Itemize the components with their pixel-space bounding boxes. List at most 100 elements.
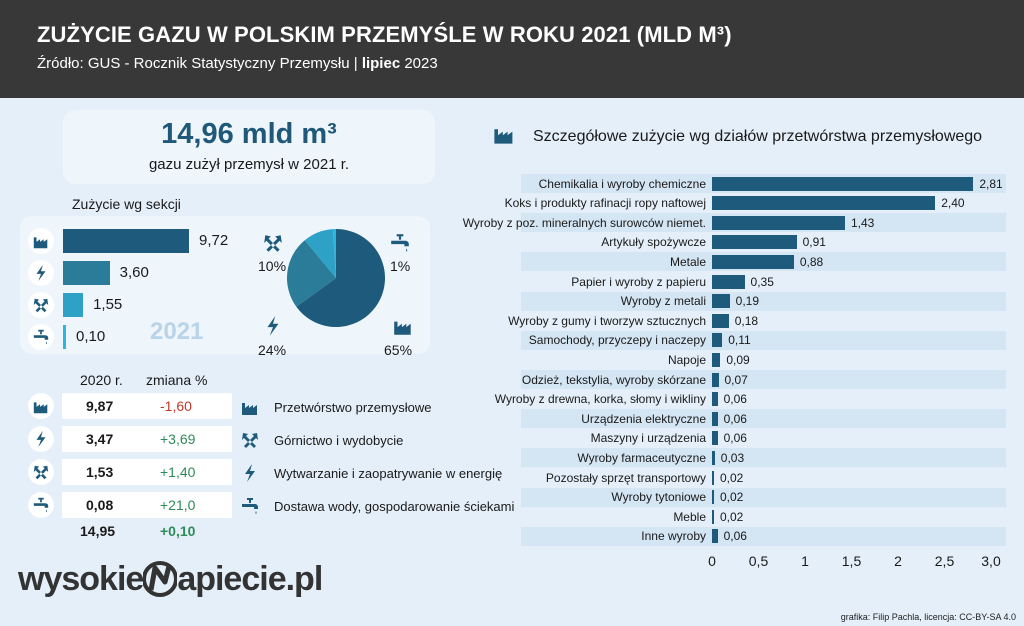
category-label: Maszyny i urządzenia [590,431,706,446]
bar-value-label: 2,81 [979,176,1003,191]
table-change: +1,40 [160,464,196,480]
lightning-icon [28,260,54,286]
bar [712,450,715,465]
hammers-icon [240,430,260,450]
legend-label: Dostawa wody, gospodarowanie ściekami [274,499,515,514]
category-label: Samochody, przyczepy i naczepy [528,333,706,348]
water-tap-icon [389,232,411,254]
bar [712,274,745,289]
category-label: Inne wyroby [641,529,706,544]
bar [712,392,718,407]
category-label: Wyroby z metali [620,294,706,309]
logo-n-icon [143,561,178,597]
table-header-change: zmiana % [146,372,208,388]
table-row [62,426,232,452]
pie-label: 1% [390,258,411,274]
hammers-icon [262,232,284,254]
row-stripe [521,330,1006,350]
category-label: Papier i wyroby z papieru [571,274,706,289]
bar [712,411,718,426]
table-row [62,492,232,518]
table-change: -1,60 [160,398,192,414]
row-stripe [521,370,1006,389]
pie-label: 24% [258,342,287,358]
source-year: 2023 [400,55,438,72]
bar-value-label: 0,07 [724,372,748,387]
row-stripe [521,409,1006,429]
section-bar [63,325,66,349]
water-tap-icon [240,496,260,516]
section-bar [63,293,84,317]
category-label: Wyroby farmaceutyczne [577,450,706,465]
category-label: Wyroby tytoniowe [611,490,706,505]
factory-icon [392,315,414,337]
table-change: +3,69 [160,431,196,447]
table-total-2020: 14,95 [80,523,116,539]
factory-icon [492,122,516,146]
bar-value-label: 2,40 [941,196,965,211]
x-tick-label: 0,5 [748,553,769,569]
row-stripe [521,487,1006,507]
pie-label: 10% [258,258,287,274]
water-tap-icon [28,324,54,350]
kpi-panel: 14,96 mld m³ gazu zużył przemysł w 2021 … [63,110,435,184]
category-label: Wyroby z poz. mineralnych surowców nieme… [462,215,706,230]
bar [712,294,730,309]
pie-slice [287,240,336,307]
year-label: 2021 [150,318,204,345]
category-label: Urządzenia elektryczne [581,411,706,426]
bar [712,176,974,191]
bar [712,254,794,269]
credit: grafika: Filip Pachla, licencja: CC-BY-S… [840,612,1016,622]
lightning-icon [262,315,284,337]
legend-label: Wytwarzanie i zaopatrywanie w energię [274,466,503,481]
category-label: Meble [673,509,706,524]
bar-value-label: 0,06 [723,431,747,446]
category-label: Pozostały sprzęt transportowy [545,470,706,485]
hammers-icon [28,292,54,318]
logo: wysokie apiecie.pl [18,560,323,599]
bar [712,372,719,387]
bar-value-label: 0,02 [720,470,744,485]
bar-value-label: 0,11 [728,333,751,348]
bar [712,509,714,524]
bar-value-label: 0,18 [734,313,759,328]
bar [712,470,714,485]
kpi-value: 14,96 mld m³ [161,118,337,150]
table-value-2020: 9,87 [86,398,114,414]
source-line: Źródło: GUS - Rocznik Statystyczny Przem… [37,55,438,72]
table-change: +21,0 [160,497,196,513]
section-value: 0,10 [76,328,106,345]
bar-value-label: 0,03 [720,450,745,465]
bar-value-label: 0,91 [802,235,826,250]
table-row [62,459,232,485]
hammers-icon [28,459,54,485]
table-value-2020: 1,53 [86,464,114,480]
source-prefix: Źródło: GUS - Rocznik Statystyczny Przem… [37,55,362,72]
bar [712,431,718,446]
section-value: 1,55 [93,296,123,313]
x-tick-label: 0 [708,553,716,569]
bar-value-label: 0,09 [726,352,750,367]
chart-title: Szczegółowe zużycie wg działów przetwórs… [533,128,983,145]
category-label: Koks i produkty rafinacji ropy naftowej [504,196,706,211]
bar [712,352,721,367]
x-tick-label: 1 [801,553,809,569]
bar [712,235,797,250]
category-label: Odzież, tekstylia, wyroby skórzane [521,372,706,387]
bar [712,333,723,348]
table-value-2020: 3,47 [86,431,114,447]
bar [712,529,718,544]
lightning-icon [28,426,54,452]
category-label: Metale [669,254,706,269]
row-stripe [521,291,1006,311]
bar-value-label: 0,35 [750,274,774,289]
lightning-icon [240,463,260,483]
pie-slice [332,229,336,278]
section-value: 9,72 [199,232,229,249]
bar-value-label: 0,02 [720,490,744,505]
table-value-2020: 0,08 [86,497,114,513]
category-label: Artykuły spożywcze [601,235,706,250]
factory-icon [28,228,54,254]
legend-label: Przetwórstwo przemysłowe [274,400,432,415]
